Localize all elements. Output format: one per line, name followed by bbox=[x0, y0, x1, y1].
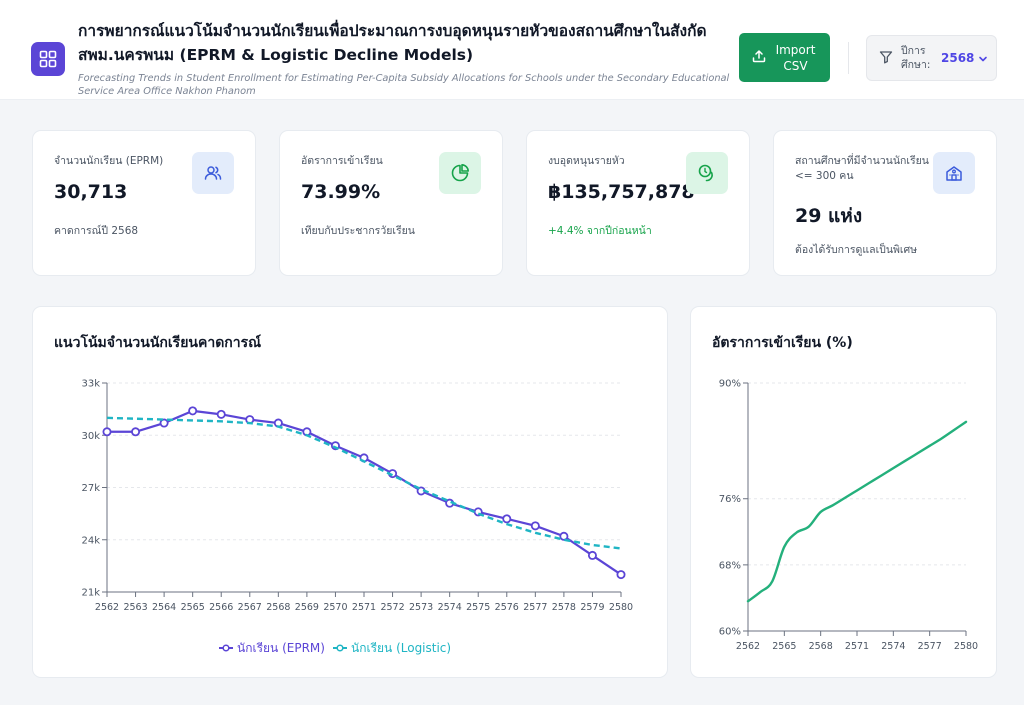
kpi-sub: คาดการณ์ปี 2568 bbox=[54, 225, 139, 237]
data-point bbox=[587, 550, 597, 560]
filter-icon bbox=[879, 49, 893, 68]
y-tick-label: 30k bbox=[81, 431, 100, 442]
data-point bbox=[102, 427, 112, 437]
x-tick-label: 2568 bbox=[809, 641, 833, 652]
x-tick-label: 2579 bbox=[580, 602, 604, 613]
trend-chart-title: แนวโน้มจำนวนนักเรียนคาดการณ์ bbox=[54, 335, 262, 351]
kpi-card-subsidy: งบอุดหนุนรายหัว ฿135,757,878 +4.4% จากปี… bbox=[526, 130, 750, 276]
users-icon bbox=[192, 152, 234, 194]
rate-chart-panel: อัตราการเข้าเรียน (%) 60% 68% 76% 90% 2562 25… bbox=[690, 306, 997, 678]
kpi-label: จำนวนนักเรียน (EPRM) bbox=[54, 155, 164, 167]
x-tick-label: 2565 bbox=[181, 602, 205, 613]
x-tick-label: 2567 bbox=[238, 602, 262, 613]
x-tick-label: 2574 bbox=[881, 641, 905, 652]
x-tick-label: 2568 bbox=[266, 602, 290, 613]
x-tick-label: 2562 bbox=[736, 641, 760, 652]
pie-chart-icon bbox=[439, 152, 481, 194]
kpi-card-small-schools: สถานศึกษาที่มีจำนวนนักเรียน <= 300 คน 29… bbox=[773, 130, 997, 276]
y-tick-label: 24k bbox=[81, 535, 100, 546]
year-select-value: 2568 bbox=[941, 51, 975, 65]
y-tick-label: 60% bbox=[719, 627, 741, 638]
x-tick-label: 2562 bbox=[95, 602, 119, 613]
page-subtitle: Forecasting Trends in Student Enrollment… bbox=[78, 73, 730, 97]
kpi-value: 73.99% bbox=[301, 181, 381, 203]
x-tick-label: 2564 bbox=[152, 602, 176, 613]
trend-chart: 21k 24k 27k 30k 33k 2562 2563 2564 2565 2566 2567 2… bbox=[81, 379, 633, 656]
kpi-value: ฿135,757,878 bbox=[548, 181, 695, 203]
upload-icon bbox=[752, 48, 766, 67]
kpi-label: งบอุดหนุนรายหัว bbox=[548, 155, 625, 167]
x-tick-label: 2575 bbox=[466, 602, 490, 613]
school-icon bbox=[933, 152, 975, 194]
kpi-label: สถานศึกษาที่มีจำนวนนักเรียน <= 300 คน bbox=[795, 155, 929, 182]
y-tick-label: 33k bbox=[81, 379, 100, 390]
data-point bbox=[616, 570, 626, 580]
y-tick-label: 90% bbox=[719, 379, 741, 390]
series-line-logistic bbox=[106, 416, 622, 550]
x-tick-label: 2577 bbox=[918, 641, 942, 652]
x-tick-label: 2563 bbox=[123, 602, 147, 613]
data-point bbox=[530, 521, 540, 531]
rate-chart: 60% 68% 76% 90% 2562 2565 2568 2571 2574 2577 2580 bbox=[719, 379, 978, 653]
kpi-card-students: จำนวนนักเรียน (EPRM) 30,713 คาดการณ์ปี 2… bbox=[32, 130, 256, 276]
legend-label: นักเรียน (Logistic) bbox=[351, 641, 451, 655]
grid-icon bbox=[31, 42, 65, 76]
data-point bbox=[559, 531, 569, 541]
import-csv-button[interactable]: Import CSV bbox=[739, 33, 830, 82]
x-tick-label: 2577 bbox=[523, 602, 547, 613]
year-select[interactable]: ปีการศึกษา: 2568 bbox=[866, 35, 997, 81]
series-line-enrollment-rate bbox=[746, 420, 968, 603]
kpi-sub: ต้องได้รับการดูแลเป็นพิเศษ bbox=[795, 244, 918, 256]
x-tick-label: 2572 bbox=[380, 602, 404, 613]
app-header: การพยากรณ์แนวโน้มจำนวนนักเรียนเพื่อประมา… bbox=[0, 0, 1024, 100]
x-tick-label: 2580 bbox=[954, 641, 978, 652]
kpi-sub: เทียบกับประชากรวัยเรียน bbox=[301, 225, 415, 237]
import-csv-label: Import CSV bbox=[775, 42, 816, 73]
year-select-label: ปีการศึกษา: bbox=[901, 45, 931, 71]
kpi-value: 30,713 bbox=[54, 181, 128, 203]
x-tick-label: 2571 bbox=[845, 641, 869, 652]
x-tick-label: 2569 bbox=[295, 602, 319, 613]
x-tick-label: 2574 bbox=[438, 602, 462, 613]
header-divider bbox=[848, 42, 849, 74]
x-tick-label: 2576 bbox=[495, 602, 519, 613]
y-tick-label: 76% bbox=[719, 494, 741, 505]
x-tick-label: 2578 bbox=[552, 602, 576, 613]
kpi-value: 29 แห่ง bbox=[795, 205, 863, 227]
x-tick-label: 2571 bbox=[352, 602, 376, 613]
x-tick-label: 2570 bbox=[323, 602, 347, 613]
data-point bbox=[131, 427, 141, 437]
trend-chart-panel: แนวโน้มจำนวนนักเรียนคาดการณ์ 21k 24k 27k 30… bbox=[32, 306, 668, 678]
legend-marker bbox=[336, 644, 344, 652]
x-tick-label: 2580 bbox=[609, 602, 633, 613]
y-tick-label: 68% bbox=[719, 560, 741, 571]
x-tick-label: 2565 bbox=[772, 641, 796, 652]
legend-label: นักเรียน (EPRM) bbox=[237, 641, 325, 655]
data-point bbox=[188, 406, 198, 416]
data-point bbox=[159, 418, 169, 428]
kpi-label: อัตราการเข้าเรียน bbox=[301, 155, 383, 167]
data-point bbox=[216, 409, 226, 419]
x-tick-label: 2573 bbox=[409, 602, 433, 613]
x-tick-label: 2566 bbox=[209, 602, 233, 613]
y-tick-label: 27k bbox=[81, 483, 100, 494]
data-point bbox=[502, 514, 512, 524]
series-line-eprm bbox=[107, 409, 622, 576]
chevron-down-icon bbox=[978, 49, 988, 68]
legend-marker bbox=[222, 644, 230, 652]
kpi-sub: +4.4% จากปีก่อนหน้า bbox=[548, 225, 652, 237]
page-title: การพยากรณ์แนวโน้มจำนวนนักเรียนเพื่อประมา… bbox=[78, 22, 707, 64]
kpi-card-enrollment-rate: อัตราการเข้าเรียน 73.99% เทียบกับประชากร… bbox=[279, 130, 503, 276]
coins-icon bbox=[686, 152, 728, 194]
y-tick-label: 21k bbox=[81, 588, 100, 599]
rate-chart-title: อัตราการเข้าเรียน (%) bbox=[712, 335, 853, 351]
